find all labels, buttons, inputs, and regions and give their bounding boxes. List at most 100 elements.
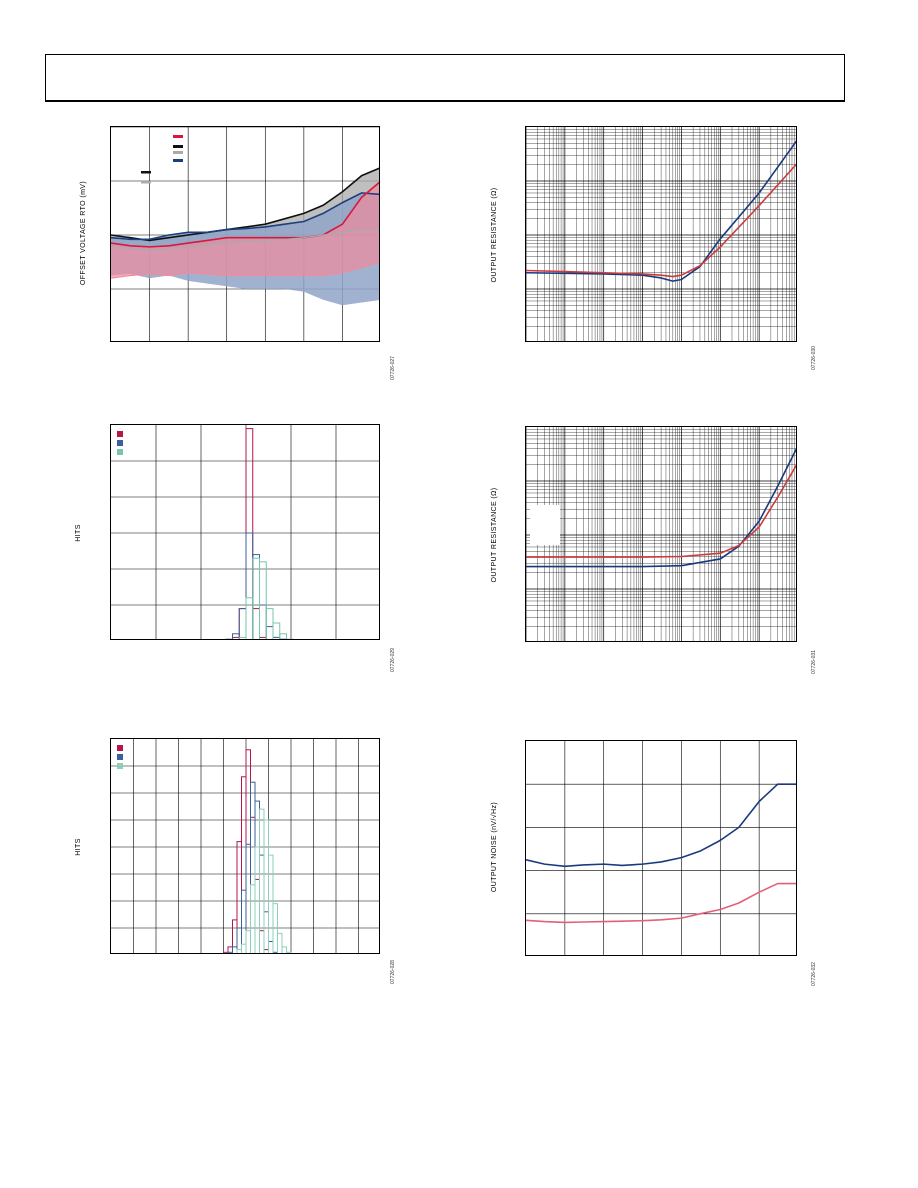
rout2-ylabel: OUTPUT RESISTANCE (Ω) bbox=[491, 487, 498, 583]
rout1-ylabel: OUTPUT RESISTANCE (Ω) bbox=[491, 187, 498, 283]
hist-bar-teal bbox=[263, 819, 269, 953]
legend-swatch-red bbox=[173, 135, 183, 138]
offset-voltage-chart bbox=[110, 126, 380, 342]
series-line-red bbox=[526, 464, 796, 558]
hist-bar-teal bbox=[281, 946, 287, 953]
hist-bar-teal bbox=[238, 636, 247, 639]
annotation-box bbox=[530, 505, 560, 545]
series-line-blue bbox=[526, 783, 796, 868]
output-resistance-plot-2 bbox=[526, 427, 796, 641]
hist-bar-red bbox=[263, 949, 269, 953]
offset-figure-id: 07726-027 bbox=[390, 356, 396, 380]
hist2-ylabel: HITS bbox=[75, 838, 82, 856]
legend-swatch-gray bbox=[173, 151, 183, 154]
hist-bar-teal bbox=[259, 808, 265, 953]
series-line-gray bbox=[111, 228, 379, 251]
hist-bar-blue bbox=[265, 626, 274, 639]
output-resistance-plot-1 bbox=[526, 127, 796, 341]
hist-bar-teal bbox=[268, 854, 274, 953]
offset-voltage-plot bbox=[111, 127, 379, 341]
hist2-figure-id: 07726-028 bbox=[390, 960, 396, 984]
hist-bar-teal bbox=[245, 930, 251, 953]
series-line-red bbox=[111, 181, 379, 248]
hist-bar-red bbox=[232, 636, 240, 639]
hist-bar-red bbox=[254, 878, 260, 953]
legend-swatch-black-2 bbox=[141, 171, 151, 174]
hist-bar-teal bbox=[286, 638, 294, 639]
hist-bar-blue bbox=[272, 951, 278, 953]
page-header-box bbox=[45, 54, 845, 102]
hist-bar-teal bbox=[277, 932, 283, 953]
legend-swatch-red bbox=[117, 745, 123, 751]
hits-histogram-chart-1 bbox=[110, 424, 380, 640]
hist-bar-teal bbox=[265, 608, 274, 639]
hist-bar-teal bbox=[252, 557, 260, 639]
legend-swatch-teal bbox=[117, 763, 123, 769]
output-noise-chart bbox=[525, 740, 797, 956]
noise-ylabel: OUTPUT NOISE (nV/√Hz) bbox=[491, 801, 498, 893]
hist-bar-red bbox=[232, 919, 238, 953]
series-line-red bbox=[526, 163, 796, 278]
hist-bar-blue bbox=[259, 854, 265, 953]
series-line-black bbox=[111, 167, 379, 242]
hist-bar-blue bbox=[279, 638, 287, 639]
hist-bar-blue bbox=[245, 843, 251, 953]
legend-swatch-teal bbox=[117, 449, 123, 455]
hist-bar-teal bbox=[259, 561, 267, 639]
hist-bar-red bbox=[245, 428, 254, 639]
hist1-figure-id: 07726-029 bbox=[390, 648, 396, 672]
hist-bar-teal bbox=[279, 633, 287, 639]
hist-bar-blue bbox=[272, 636, 281, 639]
hist-bar-blue bbox=[227, 951, 233, 953]
hist-bar-teal bbox=[286, 951, 292, 953]
series-line-blue bbox=[526, 447, 796, 568]
hist-bar-blue bbox=[263, 911, 269, 953]
series-line-blue bbox=[111, 192, 379, 241]
output-resistance-chart-2 bbox=[525, 426, 797, 642]
hist-bar-blue bbox=[254, 800, 260, 953]
rout1-figure-id: 07726-030 bbox=[811, 346, 817, 370]
series-line-pink bbox=[526, 882, 796, 924]
legend-swatch-red bbox=[117, 431, 123, 437]
legend-swatch-gray-2 bbox=[141, 181, 151, 184]
noise-figure-id: 07726-032 bbox=[811, 962, 817, 986]
hist-bar-red bbox=[223, 951, 229, 953]
hist-bar-red bbox=[259, 930, 265, 953]
hits-histogram-plot-1 bbox=[111, 425, 379, 639]
hist-bar-blue bbox=[259, 604, 267, 639]
hist-bar-teal bbox=[272, 903, 278, 953]
hist-bar-blue bbox=[225, 638, 233, 639]
legend-swatch-blue bbox=[117, 440, 123, 446]
hist-bar-red bbox=[238, 608, 247, 639]
hist1-ylabel: HITS bbox=[75, 524, 82, 542]
hist-bar-blue bbox=[252, 554, 260, 639]
hits-histogram-plot-2 bbox=[111, 739, 379, 953]
hist-bar-red bbox=[241, 776, 247, 953]
annotation-box bbox=[528, 919, 556, 937]
hist-bar-teal bbox=[254, 846, 260, 953]
hist-bar-blue bbox=[232, 946, 238, 953]
legend-swatch-blue bbox=[173, 159, 183, 162]
hist-bar-red bbox=[250, 816, 256, 953]
hist-bar-red bbox=[227, 946, 233, 953]
series-line-blue bbox=[526, 140, 796, 282]
hist-bar-red bbox=[259, 636, 267, 639]
series-line-pink bbox=[111, 261, 379, 279]
rout2-figure-id: 07726-031 bbox=[811, 650, 817, 674]
offset-ylabel: OFFSET VOLTAGE RTO (mV) bbox=[80, 180, 87, 286]
output-noise-plot bbox=[526, 741, 796, 955]
hist-bar-teal bbox=[250, 884, 256, 953]
hist-bar-teal bbox=[236, 949, 242, 953]
legend-swatch-black bbox=[173, 145, 183, 148]
offset-band-red bbox=[111, 182, 379, 279]
hits-histogram-chart-2 bbox=[110, 738, 380, 954]
hist-bar-red bbox=[245, 749, 251, 953]
hist-bar-red bbox=[252, 608, 260, 639]
hist-bar-teal bbox=[241, 943, 247, 953]
hist-bar-red bbox=[236, 841, 242, 953]
legend-swatch-blue bbox=[117, 754, 123, 760]
hist-bar-blue bbox=[245, 532, 254, 639]
output-resistance-chart-1 bbox=[525, 126, 797, 342]
hist-bar-teal bbox=[272, 622, 281, 639]
hist-bar-blue bbox=[238, 608, 247, 639]
